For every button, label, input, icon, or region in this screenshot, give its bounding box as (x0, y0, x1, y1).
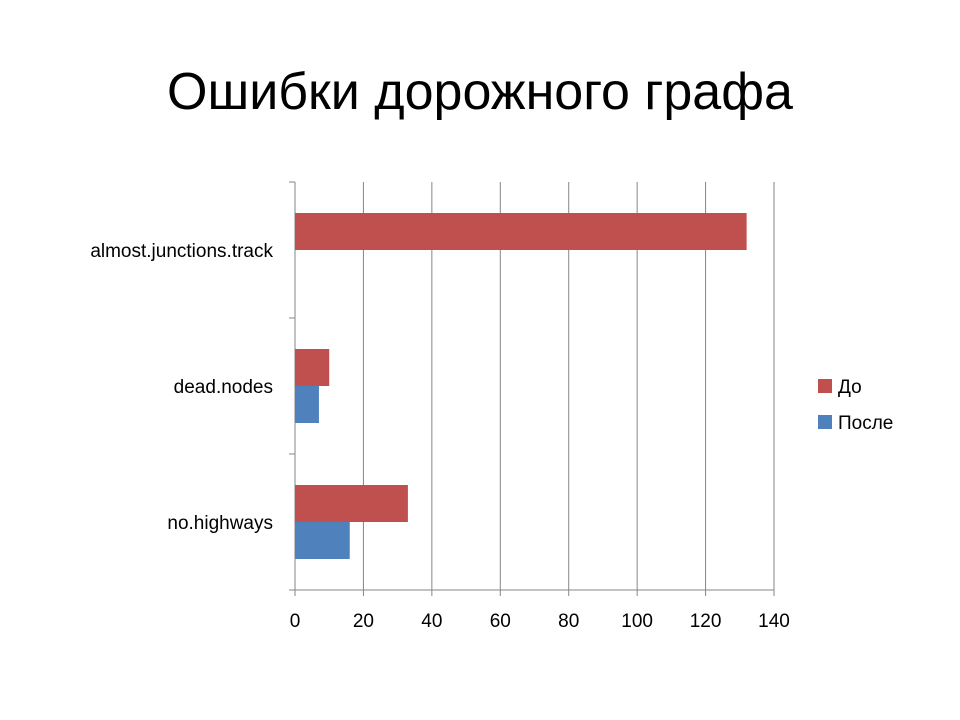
bar-before (295, 213, 747, 250)
page-title: Ошибки дорожного графа (167, 63, 793, 121)
x-tick-label: 40 (421, 611, 442, 632)
bar-before (295, 349, 330, 386)
x-tick-label: 80 (558, 611, 579, 632)
x-tick-label: 100 (621, 611, 653, 632)
legend-label: После (838, 413, 893, 434)
bar-after (295, 522, 350, 559)
category-label: dead.nodes (174, 377, 273, 398)
x-tick-label: 0 (290, 611, 301, 632)
x-tick-label: 120 (690, 611, 722, 632)
legend-swatch (818, 415, 832, 429)
category-label: almost.junctions.track (90, 241, 273, 262)
category-label: no.highways (167, 513, 273, 534)
bar-after (295, 386, 319, 423)
x-tick-label: 60 (490, 611, 511, 632)
bar-before (295, 485, 408, 522)
legend-label: До (838, 377, 862, 398)
legend-swatch (818, 379, 832, 393)
x-tick-label: 20 (353, 611, 374, 632)
x-tick-label: 140 (758, 611, 790, 632)
